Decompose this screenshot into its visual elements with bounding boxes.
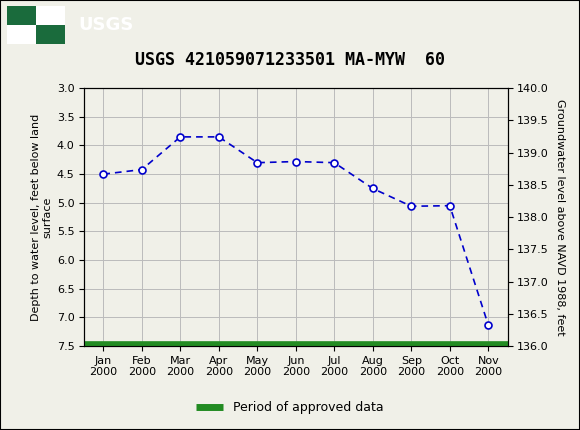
Legend: Period of approved data: Period of approved data xyxy=(191,396,389,419)
FancyBboxPatch shape xyxy=(7,6,36,25)
FancyBboxPatch shape xyxy=(7,6,65,43)
Text: USGS 421059071233501 MA-MYW  60: USGS 421059071233501 MA-MYW 60 xyxy=(135,51,445,69)
Text: USGS: USGS xyxy=(78,16,133,34)
FancyBboxPatch shape xyxy=(36,25,65,43)
Y-axis label: Groundwater level above NAVD 1988, feet: Groundwater level above NAVD 1988, feet xyxy=(554,99,564,335)
Y-axis label: Depth to water level, feet below land
surface: Depth to water level, feet below land su… xyxy=(31,114,52,321)
